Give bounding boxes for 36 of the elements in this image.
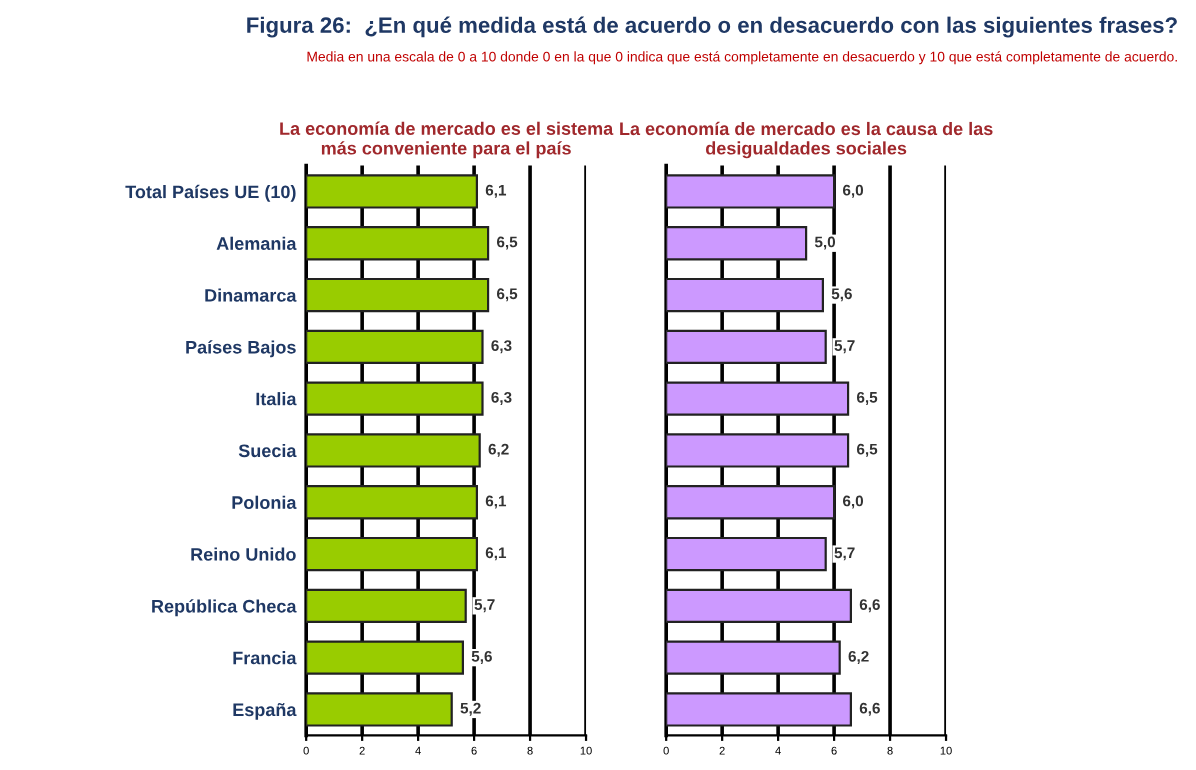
bar	[306, 277, 490, 313]
bar	[666, 381, 850, 416]
bar	[666, 277, 825, 313]
bar	[306, 588, 467, 624]
bar	[306, 226, 490, 261]
bar	[306, 640, 465, 675]
y-tick-label: Total Países UE (10)	[125, 184, 296, 202]
bar	[306, 692, 453, 727]
y-tick-label: Francia	[233, 651, 297, 665]
bar	[306, 485, 478, 520]
bar	[666, 536, 827, 572]
bar	[306, 381, 484, 416]
bar	[666, 329, 827, 365]
bar	[666, 485, 836, 520]
bar	[666, 433, 850, 468]
bar	[666, 588, 852, 624]
text: Figura 26: ¿En qué medida está de acuerdo o en desacuerdo con las siguientes frases?	[247, 16, 1177, 38]
bar	[306, 174, 478, 209]
bar	[306, 433, 481, 468]
bar	[666, 692, 852, 727]
y-tick-label: España	[233, 702, 297, 720]
bar	[306, 329, 484, 365]
bar	[666, 174, 836, 209]
y-tick-label: Italia	[256, 392, 297, 406]
x-axis-title: La economía de mercado es la causa de las desigualdades sociales	[620, 121, 993, 159]
y-tick-label: Países Bajos	[186, 340, 296, 358]
x-axis-title: La economía de mercado es el sistema más conveniente para el país	[280, 121, 614, 159]
y-tick-label: Suecia	[238, 443, 297, 458]
y-tick-label: Polonia	[232, 495, 297, 509]
y-tick-label: Alemania	[216, 236, 297, 250]
y-tick-label: Dinamarca	[205, 288, 297, 302]
bar	[666, 640, 841, 675]
y-tick-label: República Checa	[152, 599, 297, 617]
bar	[666, 226, 808, 261]
bar	[306, 536, 478, 572]
y-tick-label: Reino Unido	[191, 547, 296, 561]
